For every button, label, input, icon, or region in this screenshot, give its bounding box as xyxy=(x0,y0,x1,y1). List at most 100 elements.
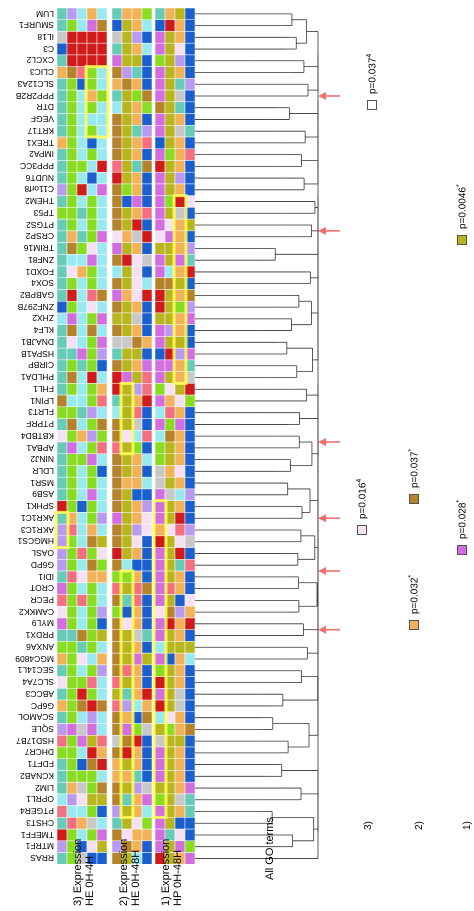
heatmap-cell xyxy=(56,547,68,560)
heatmap-cell xyxy=(66,89,78,103)
heatmap-cell xyxy=(121,406,133,419)
gene-label: FOXD1 xyxy=(25,266,54,277)
heatmap-cell xyxy=(174,652,186,666)
heatmap-cell xyxy=(141,852,153,865)
heatmap-cell xyxy=(184,676,196,689)
heatmap-cell xyxy=(154,547,166,560)
heatmap-cell xyxy=(86,418,98,431)
heatmap-cell xyxy=(96,582,108,595)
heatmap-cell xyxy=(111,324,123,337)
heatmap-cell xyxy=(66,289,78,302)
heatmap-cell xyxy=(141,770,153,783)
heatmap-cell xyxy=(86,218,98,232)
heatmap-cell xyxy=(96,570,108,584)
heatmap-cell xyxy=(174,735,186,748)
heatmap-cell xyxy=(66,383,78,396)
heatmap-cell xyxy=(76,324,88,337)
heatmap-cell xyxy=(184,101,196,114)
heatmap-cell xyxy=(76,54,88,67)
heatmap-cell xyxy=(111,265,123,279)
heatmap-cell xyxy=(121,465,133,478)
heatmap-cell xyxy=(174,418,186,431)
heatmap-cell xyxy=(56,723,68,736)
heatmap-cell xyxy=(184,19,196,32)
gene-label: KCNAB2 xyxy=(19,770,54,781)
heatmap-cell xyxy=(66,371,78,384)
heatmap-cell xyxy=(174,312,186,325)
gene-label: CIRBP xyxy=(28,360,54,371)
heatmap-cell xyxy=(76,195,88,208)
heatmap-cell xyxy=(111,817,123,830)
heatmap-cell xyxy=(111,535,123,548)
heatmap-cell xyxy=(96,746,108,759)
heatmap-cell xyxy=(86,336,98,349)
heatmap-cell xyxy=(96,758,108,771)
heatmap-cell xyxy=(96,488,108,501)
heatmap-cell xyxy=(174,441,186,454)
heatmap-cell xyxy=(76,476,88,490)
heatmap-cell xyxy=(131,42,143,56)
heatmap-cell xyxy=(56,805,68,818)
heatmap-cell xyxy=(86,347,98,361)
heatmap-cell xyxy=(174,371,186,384)
heatmap-cell xyxy=(154,430,166,443)
heatmap-cell xyxy=(174,699,186,713)
heatmap-cell xyxy=(56,406,68,419)
heatmap-cell xyxy=(154,758,166,771)
heatmap-cell xyxy=(86,430,98,443)
gene-label: PECR xyxy=(30,595,54,605)
heatmap-cell xyxy=(121,805,133,818)
heatmap-cell xyxy=(154,535,166,548)
heatmap-cell xyxy=(154,559,166,572)
heatmap-cell xyxy=(76,523,88,537)
heatmap-cell xyxy=(86,535,98,548)
heatmap-cell xyxy=(141,406,153,419)
heatmap-cell xyxy=(141,817,153,830)
gene-label: TRIM16 xyxy=(23,243,54,254)
heatmap-cell xyxy=(174,113,186,126)
heatmap-cell xyxy=(96,770,108,783)
heatmap-cell xyxy=(111,488,123,501)
heatmap-cell xyxy=(121,230,133,243)
gene-label: LUM xyxy=(36,8,54,19)
heatmap-cell xyxy=(121,207,133,220)
pvalue-swatch xyxy=(409,620,419,630)
heatmap-cell xyxy=(154,723,166,736)
heatmap-cell xyxy=(86,19,98,32)
heatmap-cell xyxy=(184,711,196,724)
heatmap-cell xyxy=(76,605,88,619)
heatmap-cell xyxy=(184,817,196,830)
heatmap-cell xyxy=(86,453,98,466)
heatmap-cell xyxy=(141,242,153,255)
heatmap-cell xyxy=(184,31,196,44)
highlight-box xyxy=(119,381,135,456)
gene-label: PTGER4 xyxy=(19,806,54,817)
heatmap-cell xyxy=(111,148,123,161)
heatmap-cell xyxy=(56,676,68,689)
pvalue-swatch xyxy=(367,100,377,110)
heatmap-cell xyxy=(131,148,143,161)
heatmap-cell xyxy=(164,476,176,490)
heatmap-cell xyxy=(131,218,143,232)
heatmap-cell xyxy=(66,265,78,279)
heatmap-cell xyxy=(174,101,186,114)
heatmap-cell xyxy=(174,535,186,548)
heatmap-cell xyxy=(86,113,98,126)
heatmap-cell xyxy=(121,617,133,630)
heatmap-cell xyxy=(141,746,153,759)
heatmap-cell xyxy=(66,559,78,572)
heatmap-cell xyxy=(121,817,133,830)
heatmap-cell xyxy=(121,570,133,584)
heatmap-cell xyxy=(141,7,153,20)
heatmap-cell xyxy=(66,676,78,689)
heatmap-cell xyxy=(56,171,68,185)
gene-label: CHST3 xyxy=(26,817,54,828)
gene-label: PRDX1 xyxy=(25,630,54,641)
heatmap-cell xyxy=(174,512,186,525)
gene-label: C3 xyxy=(43,43,54,54)
gene-label: LPIN1 xyxy=(30,395,54,406)
heatmap-cell xyxy=(56,735,68,748)
gene-label: CROT xyxy=(29,583,54,594)
heatmap-cell xyxy=(66,465,78,478)
